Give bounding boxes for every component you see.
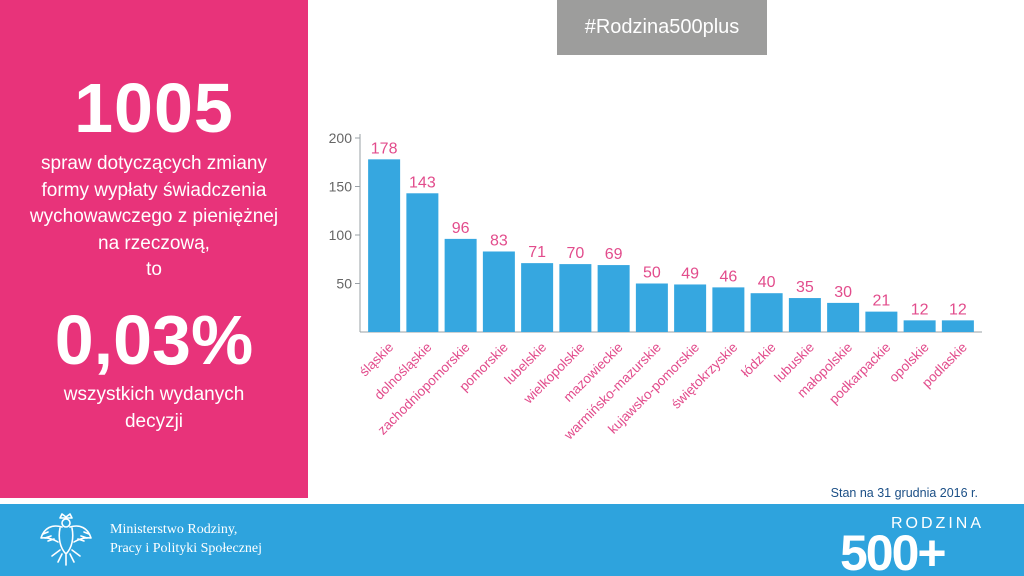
bar [674, 284, 707, 332]
bar-value-label: 71 [528, 244, 546, 261]
bar-value-label: 50 [643, 265, 661, 282]
description-line: wychowawczego z pieniężnej [29, 206, 279, 227]
bar-value-label: 143 [409, 174, 436, 191]
date-note: Stan na 31 grudnia 2016 r. [830, 486, 978, 500]
bar [521, 263, 554, 332]
bar [865, 311, 898, 332]
description2-line: decyzji [124, 410, 184, 432]
bar-value-label: 12 [949, 301, 967, 318]
cases-description: spraw dotyczących zmiany formy wypłaty ś… [8, 151, 300, 284]
bar-value-label: 40 [758, 274, 776, 291]
bar-value-label: 178 [371, 140, 398, 157]
bar [827, 302, 860, 332]
summary-panel: 1005 spraw dotyczących zmiany formy wypł… [0, 0, 308, 498]
description-line: spraw dotyczących zmiany [41, 153, 267, 174]
bar-value-label: 69 [605, 246, 623, 263]
ministry-line: Ministerstwo Rodziny, [110, 522, 238, 537]
bar-value-label: 49 [681, 265, 699, 282]
bar-value-label: 70 [566, 245, 584, 262]
bar [788, 298, 821, 332]
bar [368, 159, 401, 332]
bar [482, 251, 515, 332]
y-tick-label: 100 [329, 227, 353, 243]
bar [406, 193, 439, 332]
bar [903, 320, 936, 332]
bar-value-label: 83 [490, 232, 508, 249]
logo-number: 500+ [840, 525, 945, 574]
footer-bar: Ministerstwo Rodziny, Pracy i Polityki S… [0, 504, 1024, 576]
bar-value-label: 21 [872, 293, 890, 310]
ministry-name: Ministerstwo Rodziny, Pracy i Polityki S… [110, 520, 262, 558]
bar [750, 293, 783, 332]
bar-value-label: 12 [911, 301, 929, 318]
description-line: formy wypłaty świadczenia [41, 179, 267, 201]
logo-word: RODZINA [891, 515, 984, 532]
bar [444, 238, 477, 332]
bar-value-label: 46 [719, 268, 737, 285]
rodzina-500-plus-logo: RODZINA 500+ [840, 515, 984, 574]
polish-eagle-emblem-icon [40, 513, 92, 566]
y-tick-label: 150 [329, 179, 353, 195]
bar-value-label: 35 [796, 279, 814, 296]
bar [559, 264, 592, 332]
bar-chart: 50100150200178śląskie143dolnośląskie96za… [329, 130, 982, 443]
bar [941, 320, 974, 332]
category-label: świętokrzyskie [668, 340, 740, 412]
ministry-line: Pracy i Polityki Społecznej [110, 541, 263, 556]
bar [597, 265, 630, 332]
description2-line: wszystkich wydanych [63, 384, 245, 405]
percent-value: 0,03% [54, 301, 254, 379]
bar [635, 283, 668, 332]
y-tick-label: 50 [336, 276, 352, 292]
bar-value-label: 30 [834, 284, 852, 301]
bar [712, 287, 745, 332]
description-line: to [146, 259, 162, 280]
bar-value-label: 96 [452, 220, 470, 237]
hashtag-banner: #Rodzina500plus [557, 0, 767, 55]
y-tick-label: 200 [329, 130, 353, 146]
percent-description: wszystkich wydanych decyzji [8, 382, 300, 435]
cases-count: 1005 [74, 69, 234, 147]
description-line: na rzeczową, [98, 232, 210, 254]
